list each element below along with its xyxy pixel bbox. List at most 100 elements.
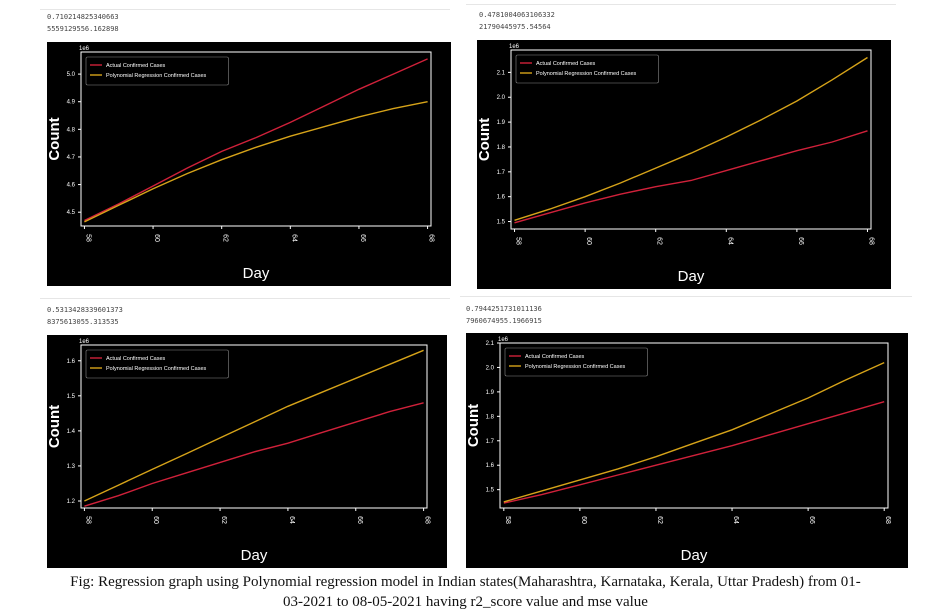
y-tick-label: 1.6	[497, 195, 506, 201]
y-tick-label: 1.5	[486, 488, 495, 494]
x-tick-label: 62	[220, 516, 227, 524]
caption-line-2: 03-2021 to 08-05-2021 having r2_score va…	[283, 594, 648, 610]
chart-karnataka: 1e6 1.5 1.6 1.7 1.8 1.9 2.0 2.1 58 60 62 64 66 68 Day C…	[477, 40, 891, 289]
x-tick-label: 62	[656, 516, 663, 524]
x-axis-label: Day	[681, 547, 708, 564]
chart-maharashtra: 1e6 4.5 4.6 4.7 4.8 4.9 5.0 58 60 62 64 66 68 Day Coun…	[47, 42, 451, 286]
y-tick-label: 2.0	[486, 365, 495, 371]
y-tick-label: 4.5	[67, 210, 76, 216]
x-tick-label: 66	[359, 234, 366, 242]
plot-frame	[499, 342, 889, 509]
legend-label: Polynomial Regression Confirmed Cases	[106, 73, 207, 79]
legend-label: Actual Confirmed Cases	[525, 354, 585, 360]
r2-score-text: 0.710214825340663	[47, 13, 119, 21]
y-tick-label: 1.6	[67, 359, 76, 365]
y-tick-label: 1.5	[67, 394, 76, 400]
x-tick-label: 68	[884, 516, 891, 524]
legend-label: Polynomial Regression Confirmed Cases	[536, 71, 637, 77]
y-tick-label: 2.1	[486, 341, 495, 347]
panel-divider	[460, 296, 912, 297]
x-axis-label: Day	[243, 265, 270, 282]
y-tick-label: 4.9	[67, 100, 76, 106]
x-tick-label: 64	[288, 516, 295, 524]
panel-divider	[466, 4, 896, 5]
y-tick-label: 4.7	[67, 155, 76, 161]
x-axis-label: Day	[241, 547, 268, 564]
x-tick-label: 60	[580, 516, 587, 524]
mse-text: 8375613055.313535	[47, 318, 119, 326]
legend-label: Actual Confirmed Cases	[536, 61, 596, 67]
mse-text: 5559129556.162898	[47, 25, 119, 33]
y-tick-label: 1.2	[67, 499, 76, 505]
plot-frame	[80, 51, 432, 227]
panel-divider	[40, 9, 450, 10]
chart-uttar-pradesh: 1e6 1.5 1.6 1.7 1.8 1.9 2.0 2.1 58 60 62 64 66 68 Day C…	[466, 333, 908, 568]
legend-box	[85, 349, 229, 379]
plot-frame	[80, 344, 428, 509]
chart-kerala: 1e6 1.2 1.3 1.4 1.5 1.6 58 60 62 64 66 68 Day Count Ac…	[47, 335, 447, 568]
y-axis-label: Count	[466, 404, 482, 447]
y-tick-label: 1.7	[486, 439, 495, 445]
x-tick-label: 64	[732, 516, 739, 524]
x-tick-label: 66	[808, 516, 815, 524]
y-tick-label: 1.8	[486, 414, 495, 420]
r2-score-text: 0.5313428339601373	[47, 306, 123, 314]
legend-label: Actual Confirmed Cases	[106, 356, 166, 362]
x-tick-label: 64	[726, 237, 733, 245]
y-tick-label: 1.8	[497, 145, 506, 151]
y-axis-label: Count	[47, 117, 63, 160]
x-tick-label: 60	[585, 237, 592, 245]
x-tick-label: 58	[84, 234, 91, 242]
r2-score-text: 0.4781004063106332	[479, 11, 555, 19]
series-line-polynomial	[503, 361, 885, 503]
series-line-actual	[84, 402, 424, 507]
offset-text: 1e6	[79, 46, 90, 52]
legend-label: Polynomial Regression Confirmed Cases	[525, 364, 626, 370]
offset-text: 1e6	[498, 337, 509, 343]
x-tick-label: 64	[290, 234, 297, 242]
x-tick-label: 68	[424, 516, 431, 524]
r2-score-text: 0.7944251731011136	[466, 305, 542, 313]
series-line-actual	[514, 130, 868, 224]
legend-label: Polynomial Regression Confirmed Cases	[106, 366, 207, 372]
y-tick-label: 1.5	[497, 220, 506, 226]
x-tick-label: 66	[356, 516, 363, 524]
y-axis-label: Count	[477, 118, 493, 161]
plot-frame	[510, 49, 872, 230]
x-axis-label: Day	[678, 268, 705, 285]
figure-caption: Fig: Regression graph using Polynomial r…	[0, 572, 931, 612]
y-tick-label: 1.9	[497, 120, 506, 126]
legend-box	[504, 347, 648, 377]
y-tick-label: 1.9	[486, 390, 495, 396]
y-tick-label: 5.0	[67, 72, 76, 78]
series-line-polynomial	[84, 101, 428, 223]
offset-text: 1e6	[509, 44, 520, 50]
y-tick-label: 2.0	[497, 95, 506, 101]
series-line-actual	[503, 401, 885, 504]
legend-label: Actual Confirmed Cases	[106, 63, 166, 69]
legend-box	[515, 54, 659, 84]
x-tick-label: 62	[222, 234, 229, 242]
y-tick-label: 2.1	[497, 70, 506, 76]
x-tick-label: 60	[152, 516, 159, 524]
y-axis-label: Count	[47, 405, 63, 448]
legend-box	[85, 56, 229, 86]
series-line-polynomial	[84, 349, 424, 502]
x-tick-label: 68	[428, 234, 435, 242]
mse-text: 21790445975.54564	[479, 23, 551, 31]
panel-divider	[40, 298, 450, 299]
x-tick-label: 62	[656, 237, 663, 245]
series-line-polynomial	[514, 56, 868, 221]
x-tick-label: 66	[797, 237, 804, 245]
y-tick-label: 1.7	[497, 170, 506, 176]
y-tick-label: 1.4	[67, 429, 76, 435]
series-line-actual	[84, 58, 428, 222]
x-tick-label: 58	[84, 516, 91, 524]
caption-line-1: Fig: Regression graph using Polynomial r…	[70, 574, 861, 590]
x-tick-label: 58	[515, 237, 522, 245]
mse-text: 7960674955.1966915	[466, 317, 542, 325]
y-tick-label: 4.8	[67, 127, 76, 133]
offset-text: 1e6	[79, 339, 90, 345]
x-tick-label: 60	[153, 234, 160, 242]
y-tick-label: 1.3	[67, 464, 76, 470]
